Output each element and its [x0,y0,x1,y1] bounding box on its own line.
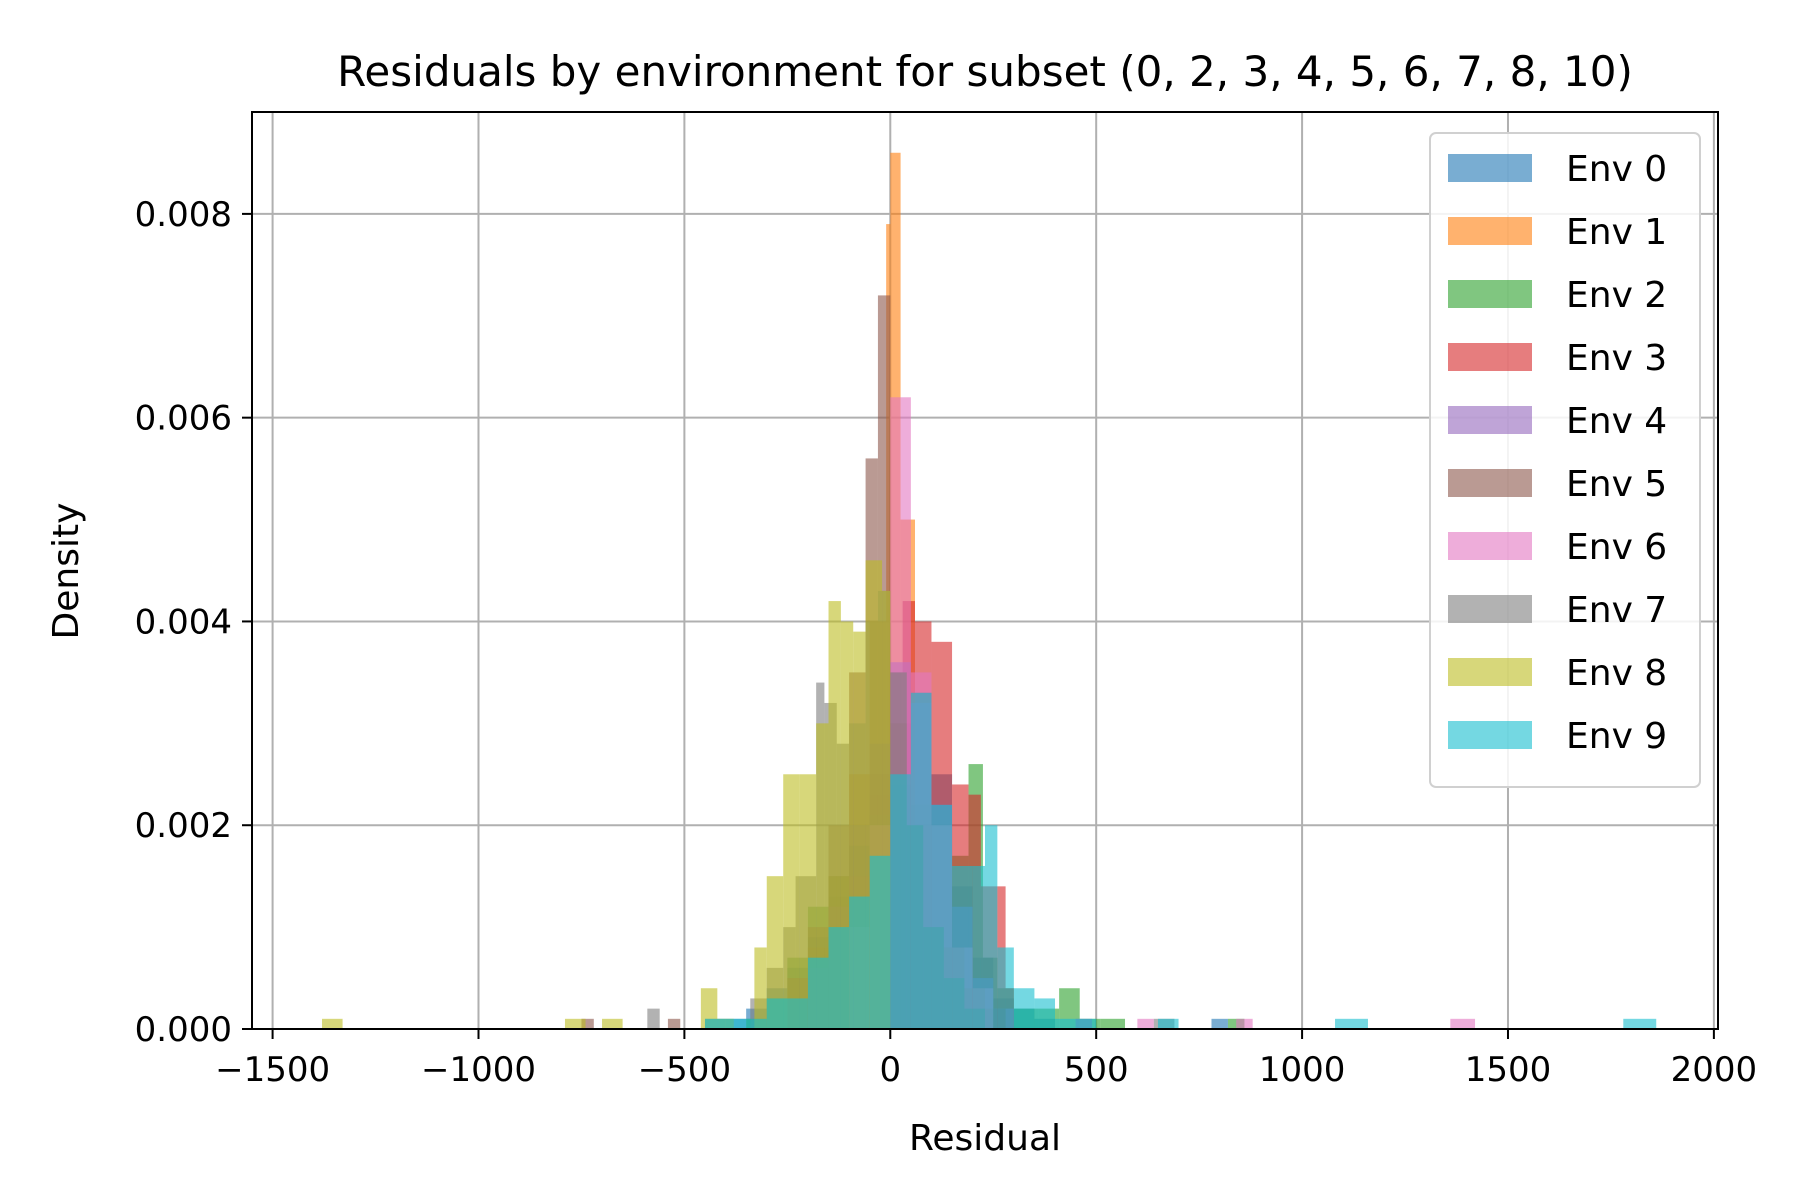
histogram-bar [972,865,985,1029]
histogram-bar [1157,1018,1179,1029]
histogram-bar [997,947,1014,1029]
legend-label: Env 8 [1566,653,1667,694]
histogram-bar [985,825,998,1029]
histogram-bar [1034,998,1056,1029]
histogram-bar [1236,1018,1253,1029]
histogram-bar [1623,1018,1657,1029]
histogram-bar [931,804,953,1029]
x-tick-label: −1500 [215,1050,330,1090]
histogram-bar [725,1018,767,1029]
histogram-bar [322,1018,343,1029]
legend-label: Env 3 [1566,338,1667,379]
legend-label: Env 9 [1566,716,1667,757]
x-tick-label: 2000 [1671,1050,1758,1090]
legend-swatch [1448,280,1532,308]
histogram-bar [783,774,800,1029]
histogram-bar [766,876,784,1029]
histogram-bar [581,1018,594,1029]
histogram-bar [828,927,850,1029]
legend-swatch [1448,154,1532,182]
legend-swatch [1448,406,1532,434]
x-tick-label: 0 [879,1050,901,1090]
chart-title: Residuals by environment for subset (0, … [337,47,1633,96]
histogram-bar [807,957,829,1029]
histogram-bars [322,152,1657,1030]
histogram-bar [1100,1018,1126,1029]
legend-label: Env 0 [1566,149,1667,190]
legend-label: Env 6 [1566,527,1667,568]
y-tick-label: 0.000 [135,1010,232,1050]
x-tick-label: 500 [1064,1050,1129,1090]
histogram-bar [1450,1018,1476,1029]
histogram-bar [754,947,767,1029]
histogram-bar [1055,1018,1097,1029]
x-tick-label: 1000 [1259,1050,1346,1090]
y-tick-label: 0.006 [135,399,232,439]
histogram-bar [1137,1018,1154,1029]
legend-swatch [1448,343,1532,371]
axis-ticks: −1500 −1000 −500 0 500 1000 1500 2000 0.000 0.002… [135,195,1757,1090]
legend-label: Env 7 [1566,590,1667,631]
legend-label: Env 5 [1566,464,1667,505]
histogram-bar [766,998,808,1029]
histogram-bar [602,1018,623,1029]
histogram-bar [890,774,911,1029]
series-8-bars [322,560,891,1029]
plot-frame [251,111,1719,1030]
legend-label: Env 4 [1566,401,1667,442]
histogram-bar [1013,988,1035,1029]
legend-swatch [1448,658,1532,686]
histogram-bar [910,692,932,1029]
x-tick-label: −500 [638,1050,731,1090]
legend-label: Env 2 [1566,275,1667,316]
histogram-bar [667,1018,681,1029]
legend: Env 0 Env 1 Env 2 Env 3 Env 4 Env 5 Env 6 Env 7… [1429,132,1701,788]
series-9-bars [704,692,1657,1029]
y-tick-label: 0.002 [135,806,232,846]
histogram-bar [828,601,841,1029]
x-axis-label: Residual [909,1118,1061,1159]
histogram-bar [869,855,891,1029]
histogram-bar [704,1018,726,1029]
histogram-bar [1211,1018,1228,1029]
histogram-bar [952,865,973,1029]
legend-swatch [1448,217,1532,245]
legend-swatch [1448,532,1532,560]
histogram-bar [816,723,829,1029]
y-tick-label: 0.004 [135,602,232,642]
x-tick-label: −1000 [421,1050,536,1090]
histogram-bar [849,896,870,1029]
legend-swatch [1448,721,1532,749]
histogram-bar [882,590,891,1029]
y-tick-label: 0.008 [135,195,232,235]
histogram-bar [1335,1018,1368,1029]
histogram-bar [564,1018,586,1029]
x-tick-label: 1500 [1465,1050,1552,1090]
y-axis-label: Density [46,503,87,640]
legend-swatch [1448,595,1532,623]
histogram-bar [647,1008,660,1029]
legend-swatch [1448,469,1532,497]
legend-label: Env 1 [1566,212,1667,253]
